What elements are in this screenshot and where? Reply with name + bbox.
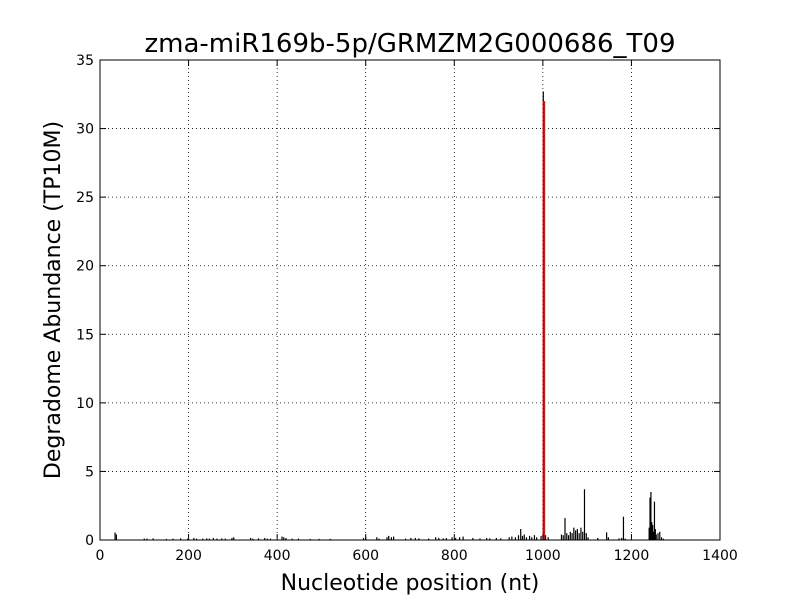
y-axis-label: Degradome Abundance (TP10M) [41, 121, 66, 479]
x-tick-label: 1400 [702, 548, 738, 564]
x-tick-label: 0 [96, 548, 105, 564]
y-tick-label: 15 [76, 327, 94, 343]
x-tick-label: 1000 [525, 548, 561, 564]
x-tick-label: 200 [175, 548, 202, 564]
x-tick-label: 400 [264, 548, 291, 564]
y-tick-label: 10 [76, 396, 94, 412]
x-axis-label: Nucleotide position (nt) [281, 571, 540, 596]
y-tick-label: 35 [76, 53, 94, 69]
grid [100, 60, 720, 540]
y-tick-label: 0 [85, 533, 94, 549]
y-tick-label: 25 [76, 190, 94, 206]
bars [114, 91, 664, 540]
chart-title: zma-miR169b-5p/GRMZM2G000686_T09 [144, 29, 675, 59]
x-ticks: 0 200 400 600 800 1000 1200 1400 [96, 60, 738, 564]
y-tick-label: 5 [85, 464, 94, 480]
y-ticks: 0 5 10 15 20 25 30 35 [76, 53, 720, 549]
x-tick-label: 800 [441, 548, 468, 564]
x-tick-label: 600 [352, 548, 379, 564]
y-tick-label: 30 [76, 122, 94, 138]
x-tick-label: 1200 [614, 548, 650, 564]
y-tick-label: 20 [76, 259, 94, 275]
plot-frame [99, 59, 721, 541]
